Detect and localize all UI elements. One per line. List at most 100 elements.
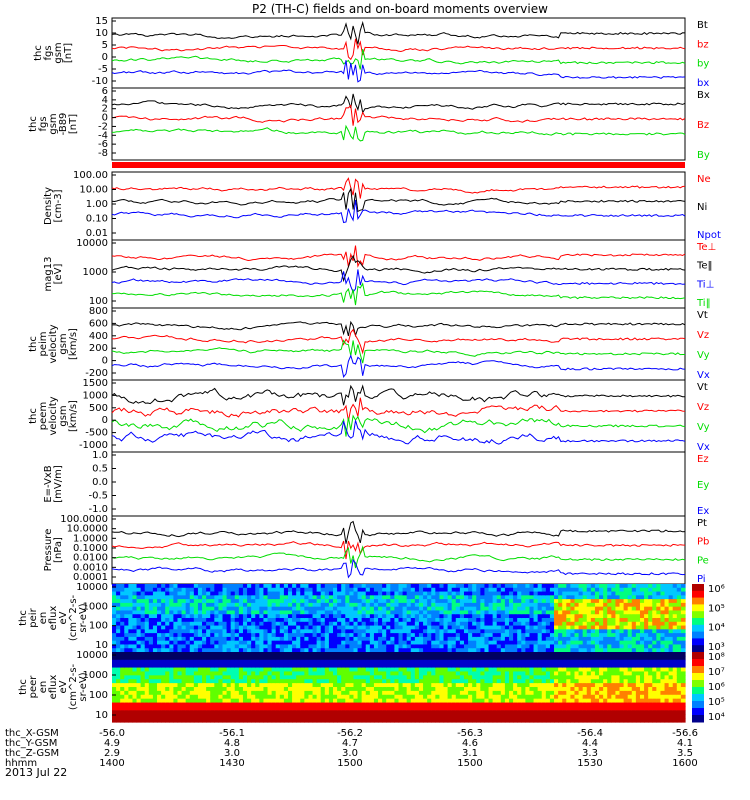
spectrogram-cell: [308, 595, 314, 600]
spectrogram-cell: [271, 655, 277, 661]
spectrogram-cell: [423, 595, 428, 600]
spectrogram-cell: [152, 633, 158, 638]
spectrogram-cell: [181, 710, 187, 715]
spectrogram-cell: [660, 621, 666, 627]
spectrogram-cell: [582, 702, 588, 708]
spectrogram-cell: [525, 595, 531, 600]
spectrogram-cell: [214, 659, 220, 665]
spectrogram-cell: [431, 618, 436, 623]
spectrogram-cell: [312, 636, 318, 642]
spectrogram-cell: [570, 614, 576, 619]
spectrogram-cell: [545, 587, 551, 593]
spectrogram-cell: [463, 591, 469, 596]
spectrogram-cell: [443, 633, 449, 638]
spectrogram-cell: [161, 614, 166, 619]
spectrogram-cell: [173, 702, 179, 708]
spectrogram-cell: [226, 599, 232, 604]
spectrogram-cell: [312, 659, 318, 665]
spectrogram-cell: [341, 683, 346, 688]
spectrogram-cell: [287, 714, 293, 719]
spectrogram-cell: [234, 633, 240, 638]
spectrogram-cell: [639, 621, 645, 627]
legend-label: Vt: [697, 382, 708, 393]
spectrogram-cell: [345, 618, 350, 623]
spectrogram-cell: [283, 694, 289, 700]
spectrogram-cell: [488, 595, 494, 600]
spectrogram-cell: [369, 644, 375, 649]
spectrogram-cell: [566, 679, 571, 684]
spectrogram-cell: [169, 683, 174, 688]
y-axis-label: velocity: [48, 324, 59, 363]
spectrogram-cell: [644, 610, 649, 615]
y-tick-label: 600: [89, 318, 108, 329]
spectrogram-cell: [500, 606, 506, 612]
spectrogram-cell: [418, 633, 424, 638]
spectrogram-cell: [333, 683, 338, 688]
spectrogram-cell: [353, 610, 359, 615]
spectrogram-cell: [169, 663, 174, 669]
spectrogram-cell: [562, 614, 567, 619]
spectrogram-cell: [238, 683, 244, 688]
spectrogram-cell: [341, 606, 346, 612]
spectrogram-cell: [603, 599, 608, 604]
spectrogram-cell: [218, 710, 224, 715]
spectrogram-cell: [312, 584, 318, 589]
spectrogram-cell: [386, 679, 391, 684]
spectrogram-cell: [247, 587, 252, 593]
spectrogram-cell: [398, 687, 404, 692]
spectrogram-cell: [300, 690, 305, 696]
spectrogram-cell: [631, 633, 637, 638]
spectrogram-cell: [349, 714, 355, 719]
spectrogram-cell: [418, 698, 424, 704]
spectrogram-cell: [283, 663, 289, 669]
spectrogram-cell: [554, 591, 559, 596]
legend-label: Ni: [697, 202, 707, 213]
spectrogram-cell: [365, 714, 371, 719]
spectrogram-cell: [566, 659, 571, 665]
spectrogram-cell: [545, 633, 551, 638]
spectrogram-cell: [398, 667, 404, 673]
y-tick-label: 0.10: [86, 214, 108, 225]
spectrogram-cell: [353, 683, 359, 688]
spectrogram-cell: [660, 599, 666, 604]
spectrogram-cell: [259, 606, 265, 612]
spectrogram-cell: [361, 648, 367, 653]
spectrogram-cell: [455, 683, 461, 688]
spectrogram-cell: [218, 614, 224, 619]
spectrogram-cell: [275, 618, 281, 623]
spectrogram-cell: [382, 610, 387, 615]
spectrogram-cell: [398, 671, 404, 676]
spectrogram-cell: [447, 648, 453, 653]
spectrogram-cell: [500, 633, 506, 638]
spectrogram-cell: [521, 618, 526, 623]
spectrogram-cell: [664, 602, 670, 608]
spectrogram-cell: [623, 587, 629, 593]
spectrogram-cell: [541, 587, 547, 593]
spectrogram-cell: [509, 618, 514, 623]
spectrogram-cell: [451, 652, 457, 657]
spectrogram-cell: [423, 621, 428, 627]
spectrogram-cell: [116, 584, 121, 589]
spectrogram-cell: [480, 644, 486, 649]
spectrogram-cell: [607, 706, 612, 711]
spectrogram-cell: [124, 714, 129, 719]
spectrogram-cell: [398, 644, 404, 649]
spectrogram-cell: [218, 610, 224, 615]
spectrogram-cell: [378, 648, 383, 653]
spectrogram-cell: [124, 648, 129, 653]
spectrogram-cell: [402, 652, 408, 657]
spectrogram-cell: [607, 633, 612, 638]
spectrogram-cell: [574, 683, 580, 688]
spectrogram-cell: [549, 714, 555, 719]
spectrogram-cell: [549, 587, 555, 593]
spectrogram-cell: [238, 587, 244, 593]
spectrogram-cell: [365, 706, 371, 711]
spectrogram-cell: [140, 621, 146, 627]
spectrogram-cell: [603, 683, 608, 688]
spectrogram-cell: [480, 687, 486, 692]
panel-frame: [111, 451, 686, 517]
spectrogram-cell: [222, 614, 228, 619]
spectrogram-cell: [120, 618, 125, 623]
spectrogram-cell: [300, 610, 305, 615]
spectrogram-cell: [386, 690, 391, 696]
